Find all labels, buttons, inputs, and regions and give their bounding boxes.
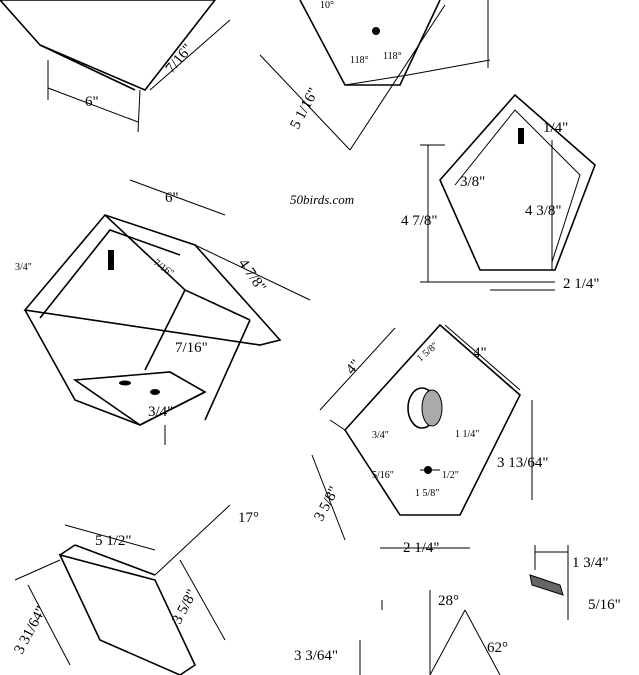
dim-house-inner: 7/16" xyxy=(151,257,175,279)
dim-angle-62: 62° xyxy=(487,640,508,656)
dim-dowel-dia: 5/16" xyxy=(588,597,621,613)
dim-front-thick: 3/4" xyxy=(372,430,389,441)
angle-detail xyxy=(359,590,501,675)
dim-dowel-len: 1 3/4" xyxy=(572,555,609,571)
dim-front-perch2: 1/2" xyxy=(442,470,459,481)
roof-piece-top-left xyxy=(0,0,231,133)
dim-front-perch-off: 1 5/8" xyxy=(415,488,439,499)
side-piece-bottom-left xyxy=(14,504,231,675)
dim-side2-angle: 17° xyxy=(238,510,259,526)
dim-h-3364: 3 3/64" xyxy=(294,648,338,664)
dim-front-hole: 1 5/8" xyxy=(415,340,441,364)
dim-front-left: 4" xyxy=(343,357,364,378)
dim-house-depth: 4 7/8" xyxy=(235,256,269,295)
dim-back-height2: 4 3/8" xyxy=(525,203,562,219)
dim-back-inner: 3/8" xyxy=(460,174,485,190)
dim-back-top: 1/4" xyxy=(543,120,568,136)
dim-front-bottom: 2 1/4" xyxy=(403,540,440,556)
dim-house-floor: 3/4" xyxy=(148,404,173,420)
dim-side-len: 5 1/16" xyxy=(287,85,322,131)
dim-side2-width: 5 1/2" xyxy=(95,533,132,549)
back-panel xyxy=(420,93,596,291)
dim-front-hole-off: 1 1/4" xyxy=(455,429,479,440)
dim-roof-width: 6" xyxy=(85,94,99,110)
dim-house-side: 3/4" xyxy=(15,262,32,273)
dim-house-thick: 7/16" xyxy=(175,340,208,356)
dim-angle-top: 10° xyxy=(320,0,334,11)
assembled-house xyxy=(23,179,311,445)
dim-angle-left: 118° xyxy=(350,55,369,66)
dim-front-side: 3 5/8" xyxy=(311,484,342,524)
dim-front-right: 4" xyxy=(473,345,487,361)
dim-angle-right: 118° xyxy=(383,51,402,62)
front-panel xyxy=(311,323,533,549)
dim-side2-height: 3 5/8" xyxy=(169,587,200,627)
dim-back-height: 4 7/8" xyxy=(401,213,438,229)
site-watermark: 50birds.com xyxy=(290,192,354,207)
dim-roof-depth: 7/16" xyxy=(163,41,196,76)
dim-front-perch: 5/16" xyxy=(372,470,394,481)
dowel-perch xyxy=(529,545,569,620)
dim-side2-left: 3 31/64" xyxy=(11,604,49,657)
side-piece-top-middle xyxy=(259,0,491,151)
dim-back-bottom: 2 1/4" xyxy=(563,276,600,292)
dim-angle-28: 28° xyxy=(438,593,459,609)
dim-front-height: 3 13/64" xyxy=(497,455,549,471)
dim-house-width: 6" xyxy=(165,190,179,206)
